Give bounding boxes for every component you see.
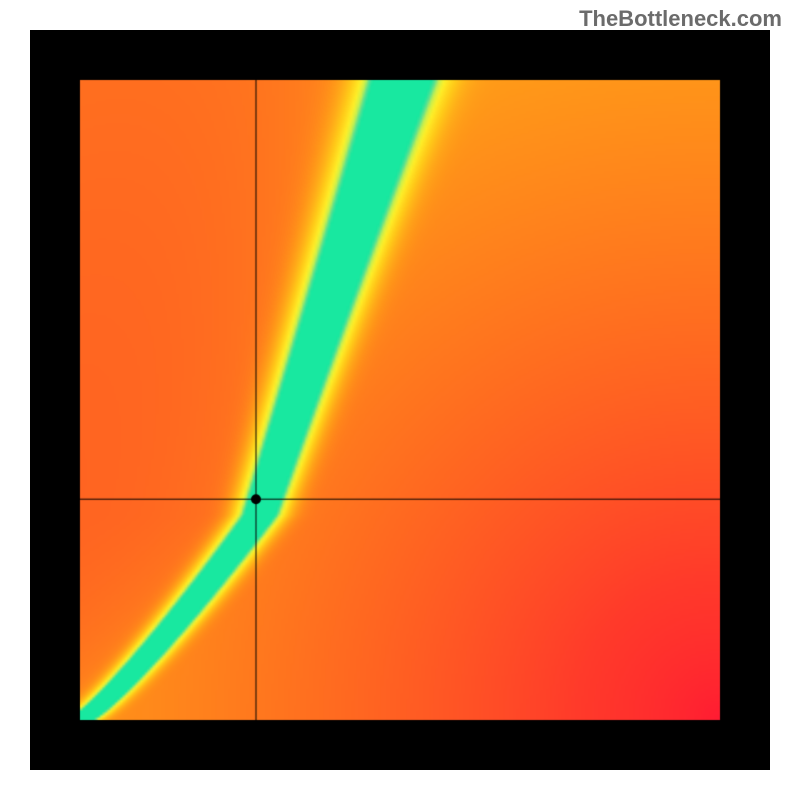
- bottleneck-heatmap: [30, 30, 770, 770]
- page-root: TheBottleneck.com: [0, 0, 800, 800]
- watermark-text: TheBottleneck.com: [579, 6, 782, 32]
